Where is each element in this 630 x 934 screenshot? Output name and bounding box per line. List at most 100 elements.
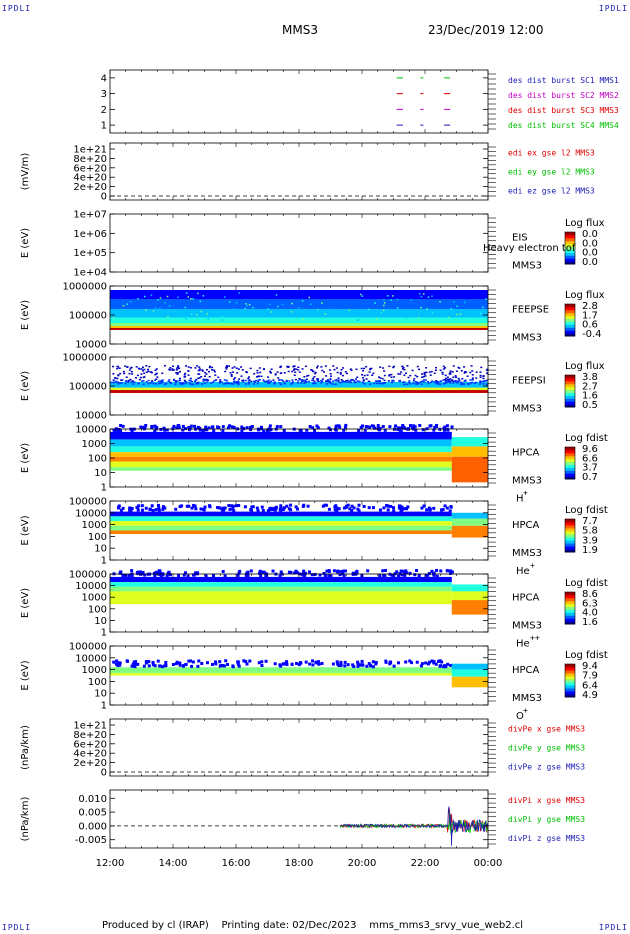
y-tick-label: 4 xyxy=(101,73,107,84)
legend-entry: des dist burst SC3 MMS3 xyxy=(508,106,619,115)
panel-hpca_he: Log fdist7.75.83.91.9HPCAMMS3He+11010010… xyxy=(20,497,608,578)
colorbar-swatch xyxy=(565,598,575,601)
y-tick-label: 100 xyxy=(88,604,107,615)
spectrogram-feepse xyxy=(110,290,488,330)
x-tick-label: 22:00 xyxy=(411,858,440,869)
colorbar-swatch xyxy=(565,670,575,674)
y-tick-label: 1000 xyxy=(82,665,107,676)
y-tick-label: -0.005 xyxy=(75,835,107,846)
colorbar-swatch xyxy=(565,609,575,612)
x-tick-label: 12:00 xyxy=(96,858,125,869)
colorbar-swatch xyxy=(565,519,575,523)
colorbar-swatch xyxy=(565,546,575,550)
spectrogram-feepsi xyxy=(110,365,489,393)
y-tick-label: 0.010 xyxy=(78,794,107,805)
colorbar-swatch xyxy=(565,258,575,261)
spacecraft-label: MMS3 xyxy=(512,404,542,415)
y-tick-label: 1 xyxy=(101,483,107,494)
y-tick-label: 1e+21 xyxy=(73,145,107,156)
y-tick-label: 0.005 xyxy=(78,808,107,819)
panel-hpca_o: Log fdist9.47.96.44.9HPCAMMS3O+110100100… xyxy=(20,642,608,723)
colorbar-swatch xyxy=(565,592,575,595)
y-tick-label: 1e+04 xyxy=(73,268,107,279)
panel-feepsi: Log flux3.82.71.60.5FEEPSIMMS31000010000… xyxy=(20,353,605,422)
y-tick-label: 10000 xyxy=(75,653,107,664)
colorbar-swatch xyxy=(565,604,575,607)
y-tick-label: 1 xyxy=(101,121,107,132)
y-tick-label: 10000 xyxy=(75,581,107,592)
colorbar-title: Log flux xyxy=(565,290,605,301)
spacecraft-label: MMS3 xyxy=(512,621,542,632)
colorbar-swatch xyxy=(565,459,575,462)
x-tick-label: 20:00 xyxy=(348,858,377,869)
species-charge: + xyxy=(523,489,528,498)
y-tick-label: 8e+20 xyxy=(73,154,107,165)
colorbar-swatch xyxy=(565,381,575,384)
y-axis-label: E (eV) xyxy=(20,515,31,545)
x-tick-label: 00:00 xyxy=(474,858,503,869)
colorbar-swatch xyxy=(565,522,575,526)
colorbar-swatch xyxy=(565,319,575,322)
colorbar-swatch xyxy=(565,612,575,615)
instrument-label: FEEPSI xyxy=(512,376,546,387)
y-tick-label: 2 xyxy=(101,105,107,116)
colorbar-swatch xyxy=(565,387,575,390)
colorbar-swatch xyxy=(565,395,575,398)
colorbar-title: Log fdist xyxy=(565,650,608,661)
y-tick-label: 2e+20 xyxy=(73,758,107,769)
y-tick-label: 10000 xyxy=(75,340,107,351)
colorbar-swatch xyxy=(565,618,575,621)
colorbar-swatch xyxy=(565,601,575,604)
y-axis-label: E (eV) xyxy=(20,300,31,330)
colorbar-swatch xyxy=(565,528,575,532)
colorbar-swatch xyxy=(565,607,575,610)
colorbar-swatch xyxy=(565,470,575,473)
y-tick-label: 6e+20 xyxy=(73,739,107,750)
y-axis-label: E (eV) xyxy=(20,371,31,401)
y-tick-label: 0.000 xyxy=(78,821,107,832)
spectrogram-hpca_he xyxy=(110,504,488,538)
colorbar-swatch xyxy=(565,313,575,316)
y-tick-label: 4e+20 xyxy=(73,749,107,760)
y-tick-label: 1e+07 xyxy=(73,210,107,221)
y-tick-label: 10000 xyxy=(75,425,107,436)
colorbar-value: 1.6 xyxy=(582,617,598,628)
panel-eis: Log flux0.00.00.00.0EISMMS3Heavy electro… xyxy=(20,210,605,279)
spacecraft-label: MMS3 xyxy=(512,548,542,559)
instrument-label: HPCA xyxy=(512,665,540,676)
instrument-label: FEEPSE xyxy=(512,305,549,316)
panel-hpca_h: Log fdist9.66.63.70.7 HPCA MMS3 H+1 10 100 100… xyxy=(20,424,608,505)
colorbar-swatch xyxy=(565,307,575,310)
panel-frame xyxy=(110,70,488,133)
colorbar-swatch xyxy=(565,255,575,258)
legend-entry: divPe z gse MMS3 xyxy=(508,763,585,772)
colorbar-swatch xyxy=(565,375,575,378)
y-axis-label: (nPa/km) xyxy=(20,797,31,842)
colorbar-swatch xyxy=(565,327,575,330)
colorbar-swatch xyxy=(565,324,575,327)
colorbar-value: 4.9 xyxy=(582,690,598,701)
colorbar-swatch xyxy=(565,456,575,459)
y-tick-label: 1 xyxy=(101,628,107,639)
colorbar-swatch xyxy=(565,595,575,598)
spacecraft-label: MMS3 xyxy=(512,476,542,487)
y-axis-label: (mV/m) xyxy=(20,153,31,191)
species-label: He xyxy=(516,639,530,650)
y-tick-label: 10 xyxy=(94,468,107,479)
legend-entry: divPi y gse MMS3 xyxy=(508,815,585,824)
y-tick-label: 0 xyxy=(101,192,107,203)
y-tick-label: 1 xyxy=(101,701,107,712)
y-tick-label: 3 xyxy=(101,89,107,100)
colorbar-swatch xyxy=(565,664,575,668)
colorbar-title: Log flux xyxy=(565,361,605,372)
panel-burst: des dist burst SC1 MMS1des dist burst SC… xyxy=(101,70,619,133)
y-tick-label: 2e+20 xyxy=(73,182,107,193)
legend-entry: divPe y gse MMS3 xyxy=(508,744,585,753)
spacecraft-label: MMS3 xyxy=(512,693,542,704)
colorbar-swatch xyxy=(565,615,575,618)
y-tick-label: 10 xyxy=(94,616,107,627)
colorbar-swatch xyxy=(565,238,575,241)
colorbar-swatch xyxy=(565,525,575,529)
colorbar-value: 0.7 xyxy=(582,472,598,483)
y-tick-label: 6e+20 xyxy=(73,163,107,174)
